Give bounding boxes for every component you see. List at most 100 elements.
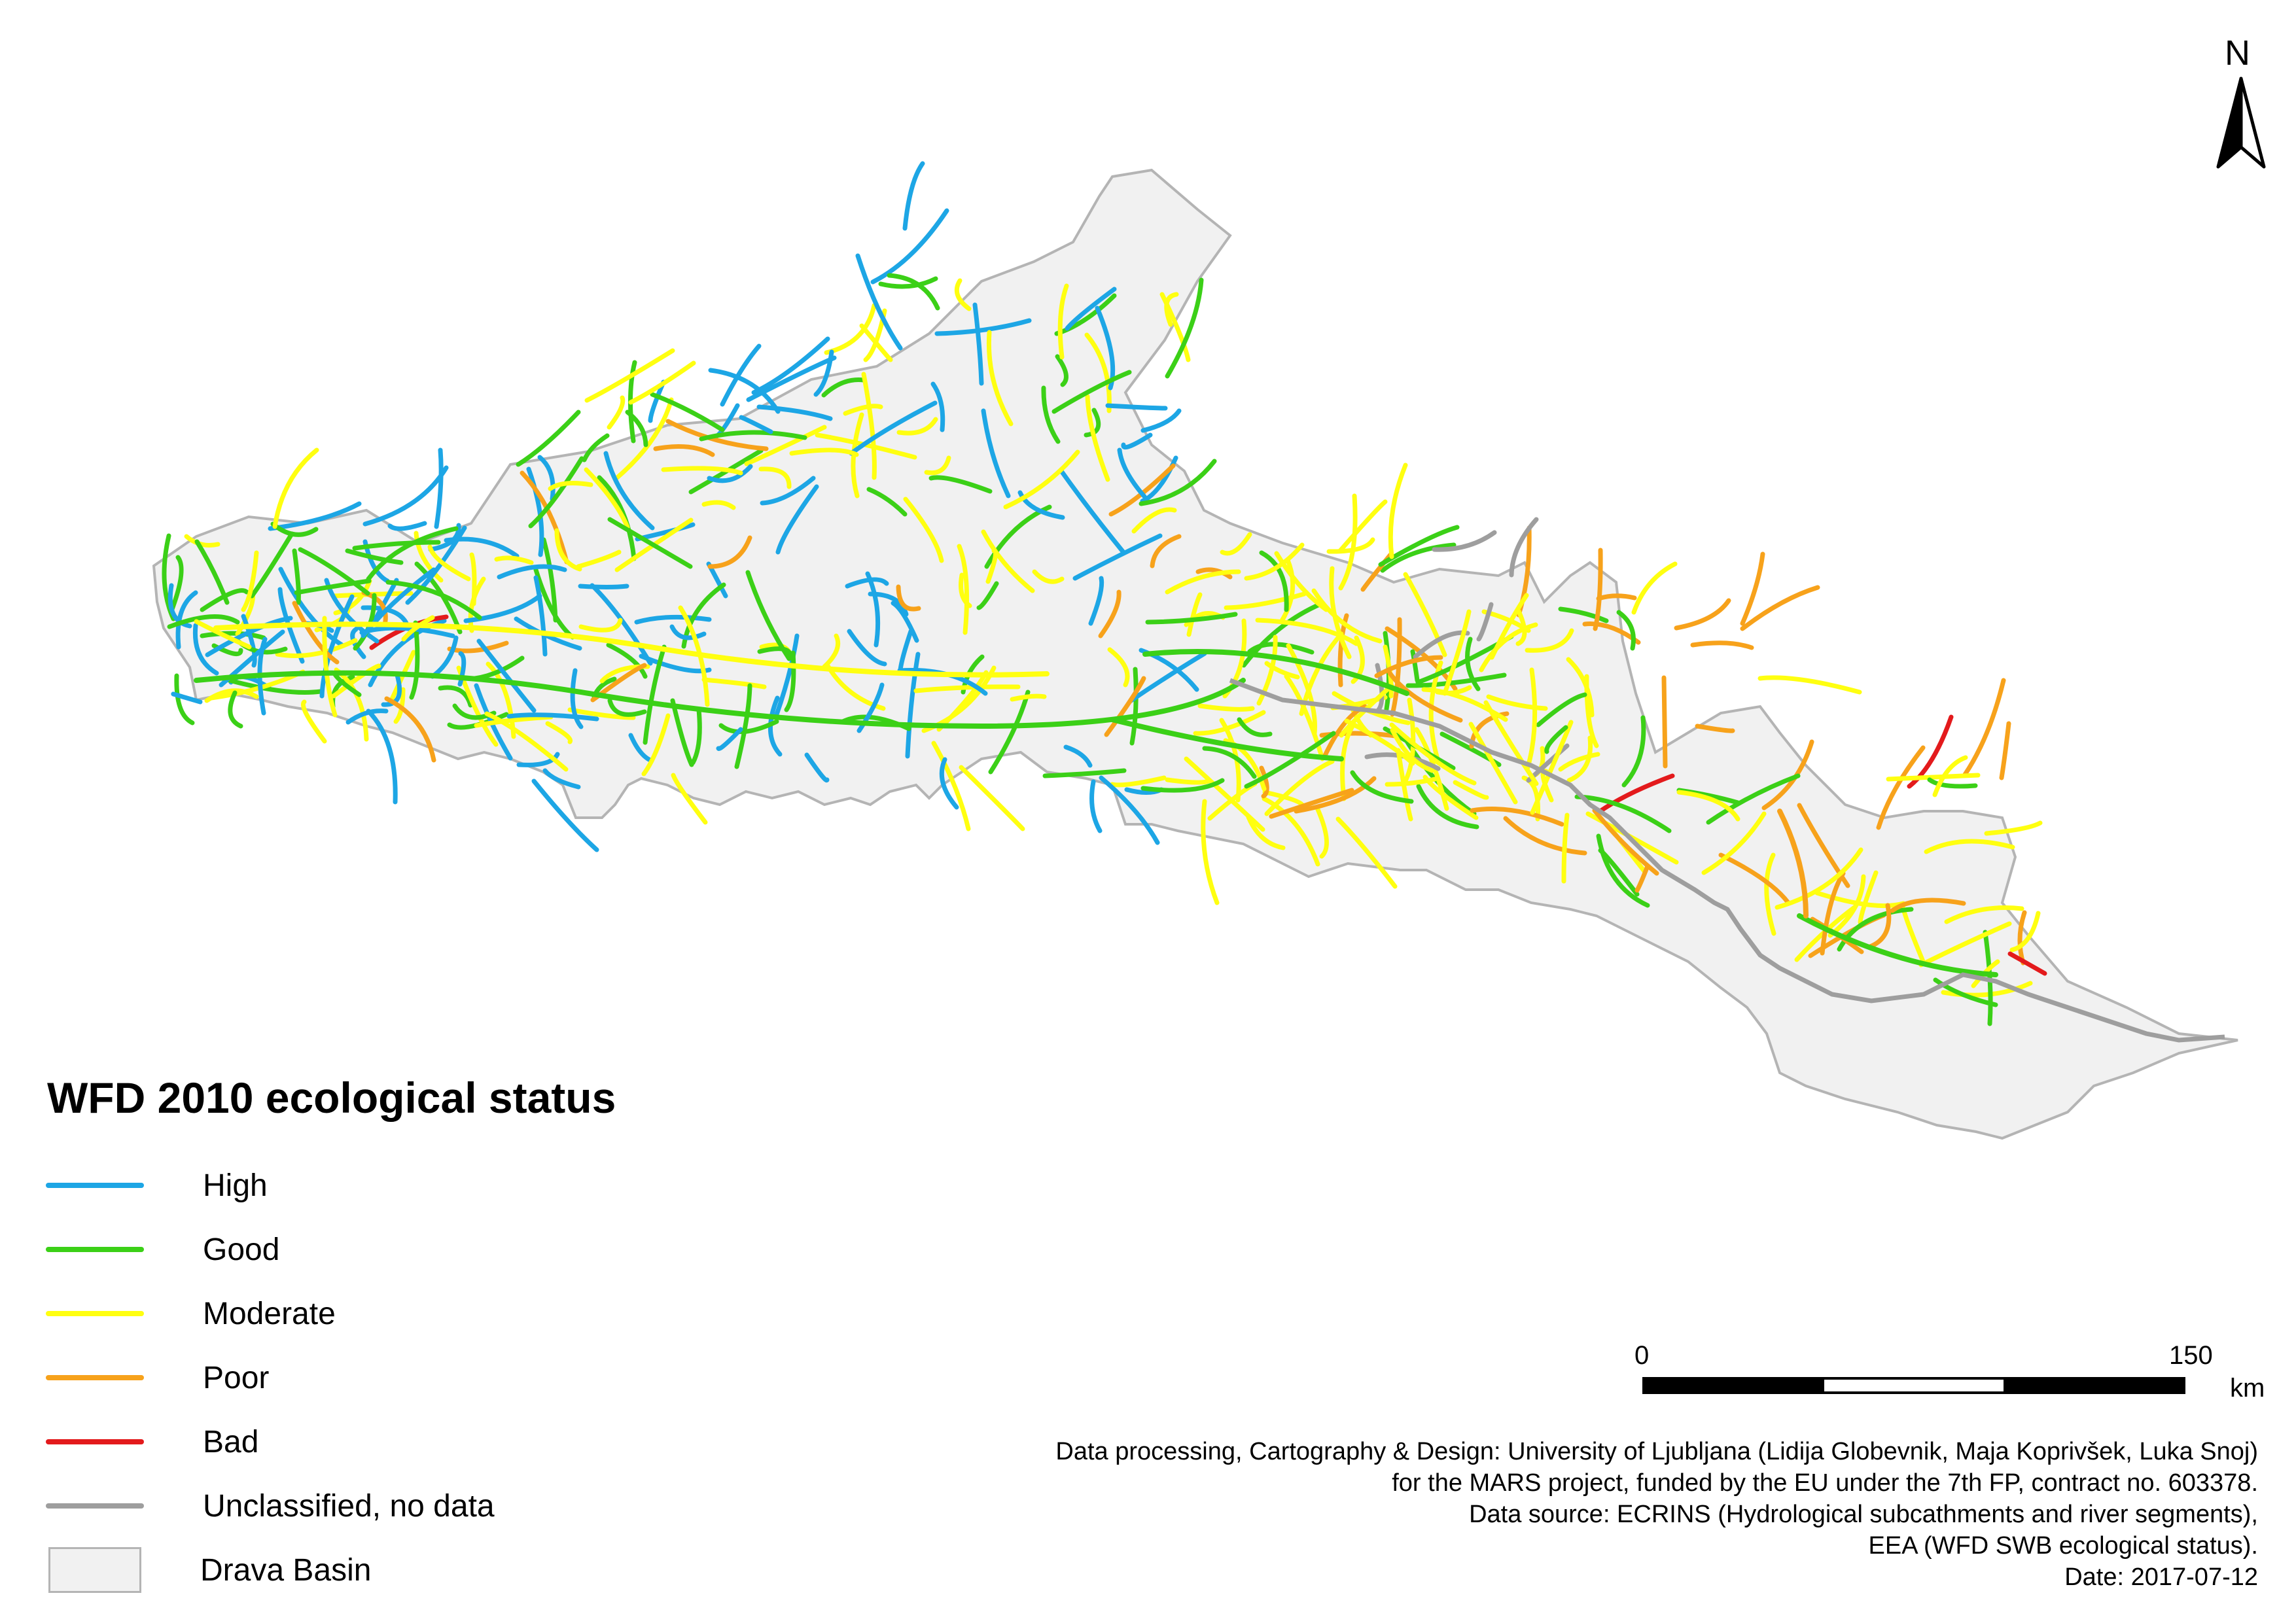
- river-segment: [707, 464, 753, 483]
- river-segment: [813, 349, 834, 397]
- river-segment: [699, 430, 807, 442]
- map-credits: Data processing, Cartography & Design: U…: [1055, 1436, 2258, 1593]
- river-segment: [804, 752, 830, 783]
- river-segment: [1403, 572, 1447, 657]
- river-segment: [175, 590, 198, 650]
- river-segment: [1544, 725, 1568, 754]
- river-segment: [1999, 721, 2011, 780]
- river-segment: [362, 465, 449, 527]
- river-segment: [257, 637, 268, 716]
- river-segment: [954, 278, 972, 311]
- river-segment: [1220, 532, 1252, 556]
- river-segment: [205, 616, 293, 657]
- river-segment: [1387, 671, 1463, 723]
- credits-line: Data processing, Cartography & Design: U…: [1055, 1438, 2258, 1465]
- river-segment: [366, 526, 459, 582]
- river-segment: [716, 727, 743, 751]
- river-segment: [1530, 720, 1574, 815]
- river-segment: [1439, 731, 1502, 767]
- river-segment: [701, 500, 736, 510]
- scale-start-label: 0: [1634, 1341, 1650, 1370]
- river-segment: [1390, 617, 1402, 717]
- river-segment: [1335, 816, 1398, 889]
- river-segment: [1661, 675, 1668, 769]
- river-segment: [1140, 408, 1182, 433]
- river-segment: [1416, 784, 1479, 829]
- river-segment: [2009, 911, 2041, 952]
- river-segment: [1421, 687, 1508, 722]
- legend-swatch-basin: [48, 1547, 141, 1593]
- river-segment: [1515, 607, 1527, 646]
- legend-label-high: High: [203, 1168, 268, 1203]
- river-segment: [1525, 628, 1574, 653]
- river-segment: [1145, 612, 1238, 625]
- river-segment: [1264, 759, 1335, 816]
- river-segment: [1003, 449, 1080, 510]
- river-segment: [634, 614, 712, 625]
- river-segment: [1775, 847, 1863, 910]
- river-segment: [734, 683, 752, 769]
- river-segment: [720, 343, 762, 407]
- river-segment: [643, 644, 667, 745]
- legend-swatch-poor: [46, 1375, 144, 1380]
- river-segment: [1054, 293, 1117, 336]
- river-segment: [1108, 463, 1176, 517]
- river-segment: [1740, 551, 1765, 626]
- river-segment: [1255, 618, 1359, 646]
- river-segment: [1740, 585, 1820, 631]
- river-segment: [1055, 354, 1069, 387]
- river-segment: [988, 689, 1031, 775]
- river-segment: [434, 447, 444, 529]
- legend-label-good: Good: [203, 1232, 280, 1267]
- river-segment: [1131, 507, 1177, 534]
- scale-bar-segment: [2004, 1380, 2183, 1391]
- river-segment: [866, 487, 908, 517]
- river-segment: [784, 650, 796, 712]
- river-segment: [169, 555, 184, 614]
- river-segment: [1984, 820, 2043, 836]
- river-segment: [758, 466, 792, 489]
- river-segment: [1121, 432, 1153, 450]
- river-segment: [168, 583, 192, 629]
- river-segment: [1072, 533, 1163, 581]
- river-segment: [1814, 890, 1906, 909]
- river-segment: [1142, 649, 1409, 696]
- river-segment: [870, 208, 949, 285]
- river-segment: [1294, 776, 1377, 814]
- river-segment: [896, 417, 938, 436]
- river-segment: [1186, 592, 1203, 637]
- river-segment: [1858, 870, 1879, 925]
- river-segment: [959, 765, 1025, 831]
- river-segment: [476, 638, 537, 713]
- river-segment: [1184, 756, 1265, 832]
- river-segment: [670, 698, 694, 767]
- river-segment: [1924, 839, 2015, 854]
- river-segment: [1414, 727, 1449, 811]
- river-segment: [194, 619, 252, 650]
- river-segment: [1918, 921, 2012, 968]
- river-segment: [1442, 609, 1472, 696]
- river-segment: [1944, 905, 2024, 924]
- river-segment: [824, 303, 877, 355]
- river-segment: [1202, 746, 1257, 779]
- river-segment: [744, 425, 827, 466]
- river-segment: [528, 456, 584, 529]
- river-network: [162, 161, 2047, 1026]
- river-segment: [1104, 676, 1146, 737]
- river-segment: [1932, 755, 1968, 797]
- river-segment: [1051, 370, 1132, 414]
- river-segment: [484, 711, 569, 772]
- river-segment: [1350, 770, 1414, 804]
- river-segment: [1084, 332, 1112, 413]
- river-segment: [1286, 643, 1317, 736]
- river-segment: [1256, 635, 1278, 706]
- river-segment: [878, 276, 938, 289]
- river-segment: [548, 481, 593, 491]
- river-segment: [1584, 674, 1599, 748]
- river-segment: [1525, 667, 1538, 772]
- river-segment: [1351, 635, 1365, 684]
- river-segment: [494, 555, 534, 565]
- river-segment: [1089, 779, 1103, 833]
- river-segment: [1574, 794, 1672, 833]
